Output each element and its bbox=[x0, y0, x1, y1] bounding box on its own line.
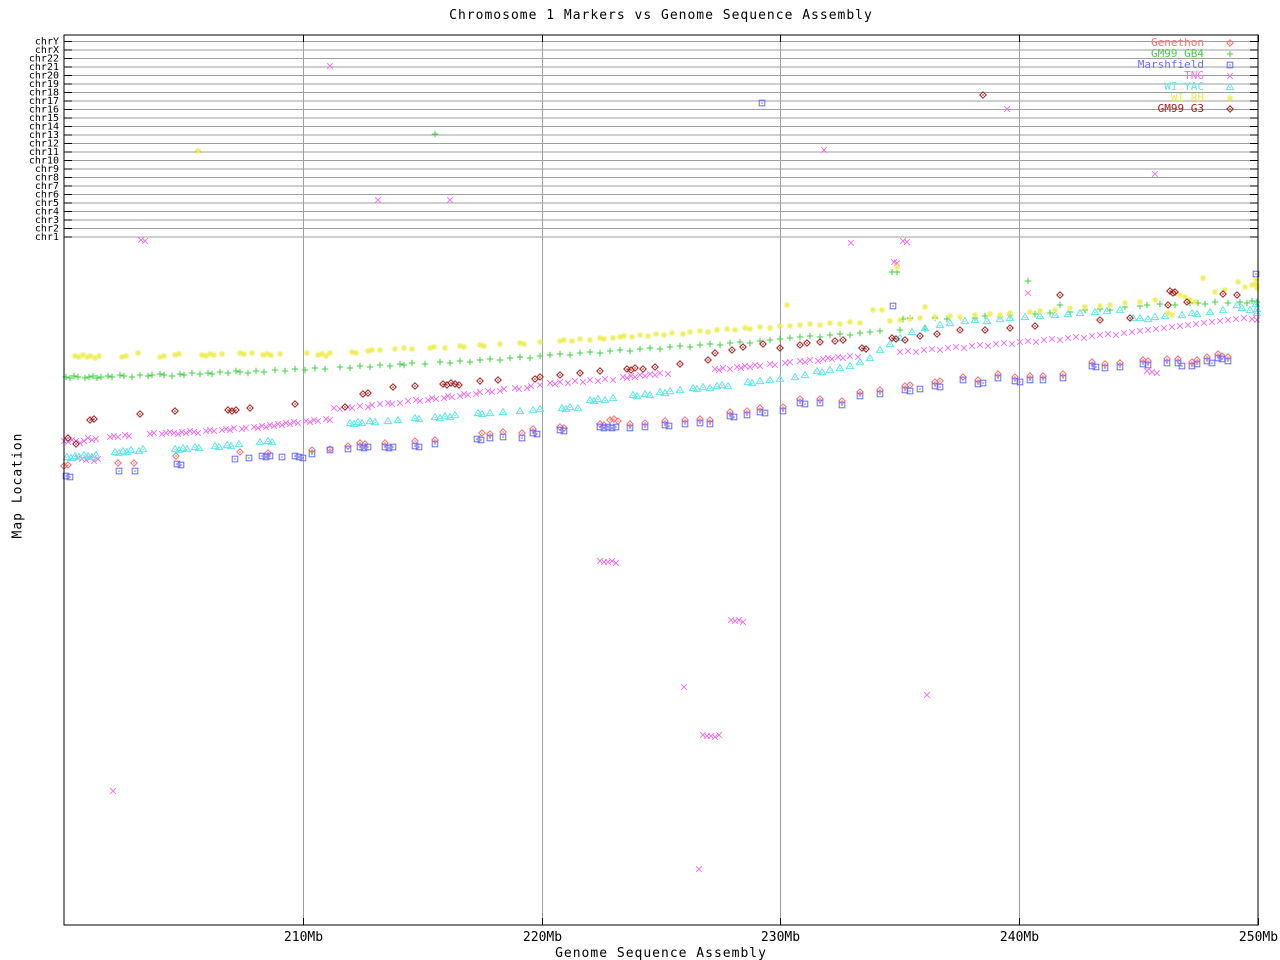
chromosome-label-chr1: chr1 bbox=[35, 232, 59, 243]
x-gridlines bbox=[303, 35, 1020, 925]
chromosome-label-chr15: chr15 bbox=[29, 113, 59, 124]
series-wi-rh bbox=[71, 147, 1261, 362]
x-axis-label: Genome Sequence Assembly bbox=[555, 946, 767, 960]
chromosome-label-chr2: chr2 bbox=[35, 224, 59, 235]
chromosome-label-chr11: chr11 bbox=[29, 147, 59, 158]
legend-entry-gm99-gb4: GM99 GB4 bbox=[1151, 47, 1234, 60]
legend-label: GM99 GB4 bbox=[1151, 47, 1204, 60]
legend-entry-marshfield: Marshfield bbox=[1138, 58, 1234, 71]
chromosome-label-chr18: chr18 bbox=[29, 88, 59, 99]
chromosome-label-chr14: chr14 bbox=[29, 122, 59, 133]
chromosome-label-chr21: chr21 bbox=[29, 62, 59, 73]
legend-label: Marshfield bbox=[1138, 58, 1204, 71]
chromosome-label-chr22: chr22 bbox=[29, 54, 59, 65]
legend-entry-genethon: Genethon bbox=[1151, 36, 1234, 49]
chromosome-label-chr3: chr3 bbox=[35, 215, 59, 226]
x-tick-label: 220Mb bbox=[523, 930, 562, 945]
x-tick-label: 250Mb bbox=[1239, 930, 1278, 945]
x-tick-label: 230Mb bbox=[761, 930, 800, 945]
chromosome-label-chr4: chr4 bbox=[35, 207, 59, 218]
chromosome-label-chrX: chrX bbox=[35, 45, 59, 56]
chromosome-label-chr12: chr12 bbox=[29, 139, 59, 150]
chromosome-label-chr5: chr5 bbox=[35, 198, 59, 209]
legend-entry-wi-rh: WI RH bbox=[1171, 91, 1234, 104]
legend-marker-triangle-dot bbox=[1225, 82, 1235, 91]
legend-label: Genethon bbox=[1151, 36, 1204, 49]
legend-entry-gm99-g3: GM99 G3 bbox=[1158, 102, 1234, 115]
chromosome-label-chr19: chr19 bbox=[29, 79, 59, 90]
legend-label: GM99 G3 bbox=[1158, 102, 1204, 115]
chromosome-label-chr9: chr9 bbox=[35, 164, 59, 175]
chromosome-label-chr17: chr17 bbox=[29, 96, 59, 107]
chart-title: Chromosome 1 Markers vs Genome Sequence … bbox=[449, 8, 873, 23]
chromosome-label-chr10: chr10 bbox=[29, 156, 59, 167]
series-gm99-gb4 bbox=[62, 130, 1261, 382]
legend-marker-diamond-dot bbox=[1226, 105, 1234, 113]
chromosome-label-chr16: chr16 bbox=[29, 105, 59, 116]
series-wi-yac bbox=[62, 299, 1262, 462]
chromosome-label-chrY: chrY bbox=[35, 37, 59, 48]
legend-entry-tng: TNG bbox=[1184, 69, 1234, 82]
legend-label: WI RH bbox=[1171, 91, 1204, 104]
chromosome-label-chr8: chr8 bbox=[35, 173, 59, 184]
legend-entry-wi-yac: WI YAC bbox=[1164, 80, 1235, 93]
legend-marker-diamond-dot bbox=[1226, 39, 1234, 47]
legend-marker-asterisk bbox=[1226, 94, 1234, 102]
chromosome-label-chr6: chr6 bbox=[35, 190, 59, 201]
series-marshfield bbox=[62, 99, 1260, 481]
chromosome-label-chr20: chr20 bbox=[29, 71, 59, 82]
y-ticks: chrYchrXchr22chr21chr20chr19chr18chr17ch… bbox=[29, 37, 1258, 243]
chromosome-rows bbox=[64, 41, 1258, 238]
x-tick-label: 210Mb bbox=[284, 930, 323, 945]
plot-border bbox=[63, 34, 1259, 926]
legend-label: WI YAC bbox=[1164, 80, 1204, 93]
legend-marker-cross bbox=[1226, 72, 1234, 80]
legend-marker-square-dot bbox=[1226, 61, 1234, 69]
x-ticks: 210Mb 220Mb 230Mb 240Mb 250Mb bbox=[284, 35, 1278, 945]
chromosome-label-chr13: chr13 bbox=[29, 130, 59, 141]
legend-marker-plus bbox=[1226, 50, 1234, 58]
x-tick-label: 240Mb bbox=[1000, 930, 1039, 945]
chromosome-label-chr7: chr7 bbox=[35, 181, 59, 192]
legend-label: TNG bbox=[1184, 69, 1204, 82]
series-tng bbox=[60, 62, 1261, 873]
series-gm99-g3 bbox=[64, 91, 1241, 448]
